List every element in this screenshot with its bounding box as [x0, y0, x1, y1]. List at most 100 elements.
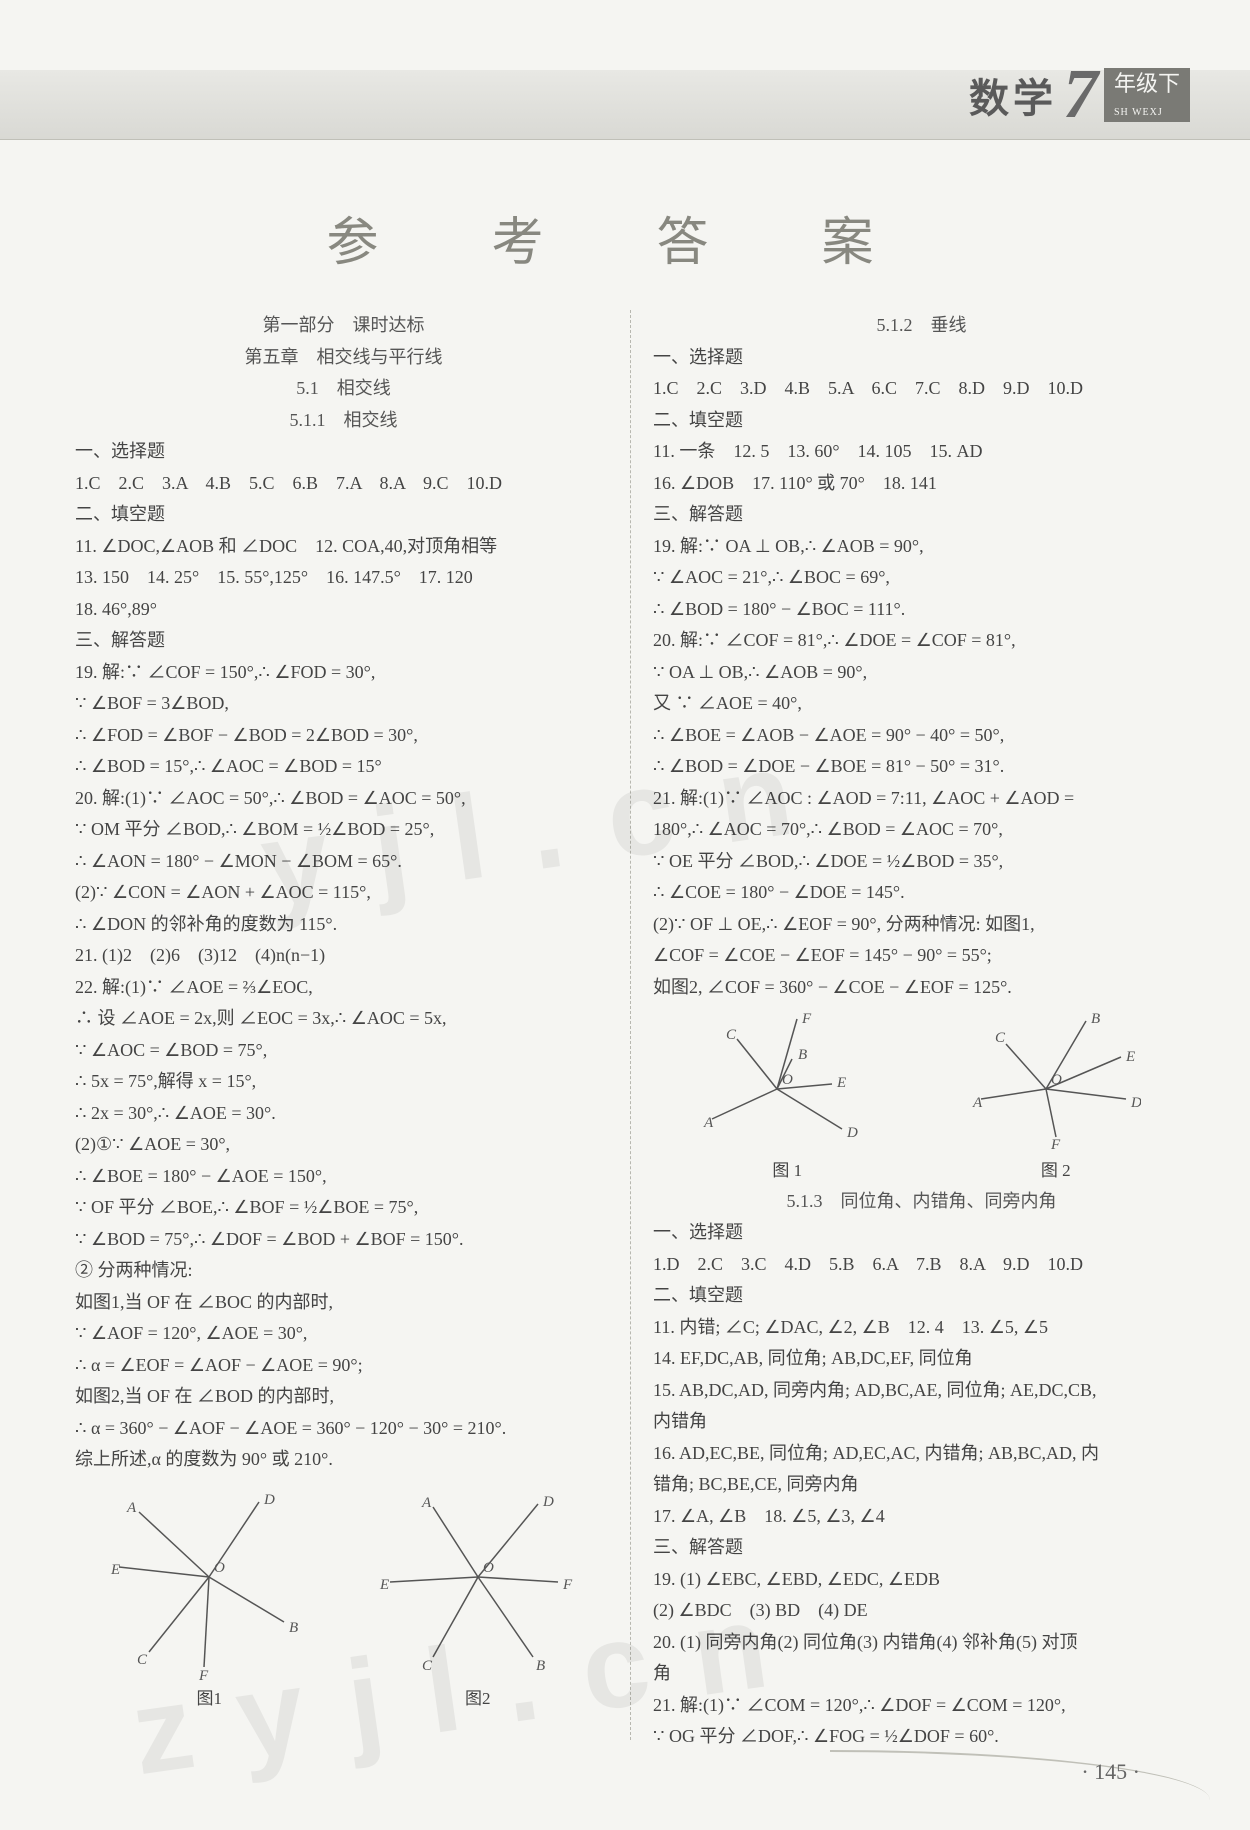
answer-line: 又 ∵ ∠AOE = 40°,: [653, 688, 1190, 720]
heading-solve: 三、解答题: [75, 625, 612, 657]
svg-text:O: O: [1051, 1072, 1062, 1088]
answer-line: ∴ ∠COE = 180° − ∠DOE = 145°.: [653, 877, 1190, 909]
answer-line: ∵ OA ⊥ OB,∴ ∠AOB = 90°,: [653, 657, 1190, 689]
heading-choice: 一、选择题: [653, 1217, 1190, 1249]
subject-label: 数学: [969, 66, 1057, 124]
answer-line: 19. 解:∵ OA ⊥ OB,∴ ∠AOB = 90°,: [653, 531, 1190, 563]
answer-line: 20. 解:∵ ∠COF = 81°,∴ ∠DOE = ∠COF = 81°,: [653, 625, 1190, 657]
answer-line: 16. ∠DOB 17. 110° 或 70° 18. 141: [653, 468, 1190, 500]
fig-label: 图 2: [971, 1156, 1141, 1186]
svg-text:A: A: [703, 1115, 714, 1131]
answer-line: 错角; BC,BE,CE, 同旁内角: [653, 1469, 1190, 1501]
heading-fill: 二、填空题: [653, 1280, 1190, 1312]
svg-text:D: D: [846, 1125, 858, 1141]
svg-text:E: E: [1125, 1049, 1135, 1065]
heading-choice: 一、选择题: [75, 436, 612, 468]
answer-line: (2)①∵ ∠AOE = 30°,: [75, 1129, 612, 1161]
answer-line: ∴ ∠FOD = ∠BOF − ∠BOD = 2∠BOD = 30°,: [75, 720, 612, 752]
chapter-heading: 第五章 相交线与平行线: [75, 342, 612, 374]
answer-line: 1.C 2.C 3.D 4.B 5.A 6.C 7.C 8.D 9.D 10.D: [653, 373, 1190, 405]
answer-line: ∴ α = ∠EOF = ∠AOF − ∠AOE = 90°;: [75, 1350, 612, 1382]
heading-fill: 二、填空题: [75, 499, 612, 531]
answer-line: ∵ ∠AOC = ∠BOD = 75°,: [75, 1035, 612, 1067]
content-columns: 第一部分 课时达标 第五章 相交线与平行线 5.1 相交线 5.1.1 相交线 …: [75, 310, 1190, 1740]
main-title: 参 考 答 案: [0, 200, 1250, 275]
header-right: 数学 7 年级下 SH WEXJ: [969, 55, 1190, 135]
svg-text:F: F: [801, 1011, 812, 1027]
svg-text:E: E: [836, 1075, 846, 1091]
grade-number: 7: [1063, 55, 1098, 135]
svg-text:D: D: [542, 1494, 554, 1510]
svg-text:A: A: [972, 1095, 983, 1111]
answer-line: 18. 46°,89°: [75, 594, 612, 626]
answer-line: ∠COF = ∠COE − ∠EOF = 145° − 90° = 55°;: [653, 940, 1190, 972]
svg-text:O: O: [214, 1560, 225, 1576]
answer-line: 内错角: [653, 1406, 1190, 1438]
section-5-1-3: 5.1.3 同位角、内错角、同旁内角: [653, 1186, 1190, 1218]
section-5-1-2: 5.1.2 垂线: [653, 310, 1190, 342]
answer-line: 11. ∠DOC,∠AOB 和 ∠DOC 12. COA,40,对顶角相等: [75, 531, 612, 563]
svg-text:E: E: [379, 1577, 389, 1593]
answer-line: ∵ ∠BOD = 75°,∴ ∠DOF = ∠BOD + ∠BOF = 150°…: [75, 1224, 612, 1256]
answer-line: ② 分两种情况:: [75, 1255, 612, 1287]
svg-text:C: C: [995, 1030, 1006, 1046]
answer-line: 11. 内错; ∠C; ∠DAC, ∠2, ∠B 12. 4 13. ∠5, ∠…: [653, 1312, 1190, 1344]
answer-line: ∴ ∠BOD = 180° − ∠BOC = 111°.: [653, 594, 1190, 626]
fig-label: 图 1: [702, 1156, 872, 1186]
answer-line: ∴ 5x = 75°,解得 x = 15°,: [75, 1066, 612, 1098]
svg-text:B: B: [289, 1620, 298, 1636]
svg-text:A: A: [126, 1500, 137, 1516]
page-number: · 145 ·: [1081, 1759, 1140, 1785]
answer-line: ∵ OF 平分 ∠BOE,∴ ∠BOF = ½∠BOE = 75°,: [75, 1192, 612, 1224]
answer-line: 综上所述,α 的度数为 90° 或 210°.: [75, 1444, 612, 1476]
right-fig2: BEDFACO 图 2: [971, 1003, 1141, 1186]
right-fig1: F C B E A D O 图 1: [702, 1003, 872, 1186]
answer-line: 22. 解:(1)∵ ∠AOE = ⅔∠EOC,: [75, 972, 612, 1004]
answer-line: 16. AD,EC,BE, 同位角; AD,EC,AC, 内错角; AB,BC,…: [653, 1438, 1190, 1470]
answer-line: ∴ α = 360° − ∠AOF − ∠AOE = 360° − 120° −…: [75, 1413, 612, 1445]
answer-line: 21. (1)2 (2)6 (3)12 (4)n(n−1): [75, 940, 612, 972]
answer-line: 如图2, ∠COF = 360° − ∠COE − ∠EOF = 125°.: [653, 972, 1190, 1004]
answer-line: 1.D 2.C 3.C 4.D 5.B 6.A 7.B 8.A 9.D 10.D: [653, 1249, 1190, 1281]
svg-text:E: E: [110, 1562, 120, 1578]
answer-line: ∴ 2x = 30°,∴ ∠AOE = 30°.: [75, 1098, 612, 1130]
answer-line: ∴ 设 ∠AOE = 2x,则 ∠EOC = 3x,∴ ∠AOC = 5x,: [75, 1003, 612, 1035]
right-figures: F C B E A D O 图 1 B E D F A C O 图 2: [653, 1003, 1190, 1186]
section-5-1-1: 5.1.1 相交线: [75, 405, 612, 437]
right-column: 5.1.2 垂线 一、选择题 1.C 2.C 3.D 4.B 5.A 6.C 7…: [631, 310, 1190, 1740]
answer-line: 13. 150 14. 25° 15. 55°,125° 16. 147.5° …: [75, 562, 612, 594]
answer-line: 1.C 2.C 3.A 4.B 5.C 6.B 7.A 8.A 9.C 10.D: [75, 468, 612, 500]
svg-text:B: B: [798, 1047, 807, 1063]
svg-text:C: C: [726, 1027, 737, 1043]
heading-fill: 二、填空题: [653, 405, 1190, 437]
svg-text:B: B: [1091, 1011, 1100, 1027]
heading-choice: 一、选择题: [653, 342, 1190, 374]
grade-text: 年级下: [1114, 71, 1180, 96]
heading-solve: 三、解答题: [653, 1532, 1190, 1564]
ray-diagram-icon: BEDFACO: [971, 1009, 1141, 1154]
section-5-1: 5.1 相交线: [75, 373, 612, 405]
answer-line: 15. AB,DC,AD, 同旁内角; AD,BC,AE, 同位角; AE,DC…: [653, 1375, 1190, 1407]
svg-text:F: F: [562, 1577, 573, 1593]
answer-line: ∵ ∠AOC = 21°,∴ ∠BOC = 69°,: [653, 562, 1190, 594]
answer-line: ∵ OG 平分 ∠DOF,∴ ∠FOG = ½∠DOF = 60°.: [653, 1721, 1190, 1753]
left-column: 第一部分 课时达标 第五章 相交线与平行线 5.1 相交线 5.1.1 相交线 …: [75, 310, 631, 1740]
svg-text:A: A: [421, 1495, 432, 1511]
answer-line: 如图1,当 OF 在 ∠BOC 的内部时,: [75, 1287, 612, 1319]
answer-line: ∵ ∠AOF = 120°, ∠AOE = 30°,: [75, 1318, 612, 1350]
answer-line: 17. ∠A, ∠B 18. ∠5, ∠3, ∠4: [653, 1501, 1190, 1533]
svg-text:F: F: [1050, 1137, 1061, 1153]
answer-line: ∴ ∠BOE = 180° − ∠AOE = 150°,: [75, 1161, 612, 1193]
svg-text:D: D: [263, 1492, 275, 1508]
grade-pinyin: SH WEXJ: [1114, 107, 1163, 118]
answer-line: (2)∵ OF ⊥ OE,∴ ∠EOF = 90°, 分两种情况: 如图1,: [653, 909, 1190, 941]
answer-line: 11. 一条 12. 5 13. 60° 14. 105 15. AD: [653, 436, 1190, 468]
svg-text:O: O: [782, 1072, 793, 1088]
answer-line: ∵ ∠BOF = 3∠BOD,: [75, 688, 612, 720]
part-heading: 第一部分 课时达标: [75, 310, 612, 342]
footer-decoration: [830, 1750, 1210, 1800]
heading-solve: 三、解答题: [653, 499, 1190, 531]
ray-diagram-icon: F C B E A D O: [702, 1009, 872, 1154]
answer-line: 19. 解:∵ ∠COF = 150°,∴ ∠FOD = 30°,: [75, 657, 612, 689]
answer-line: 如图2,当 OF 在 ∠BOD 的内部时,: [75, 1381, 612, 1413]
